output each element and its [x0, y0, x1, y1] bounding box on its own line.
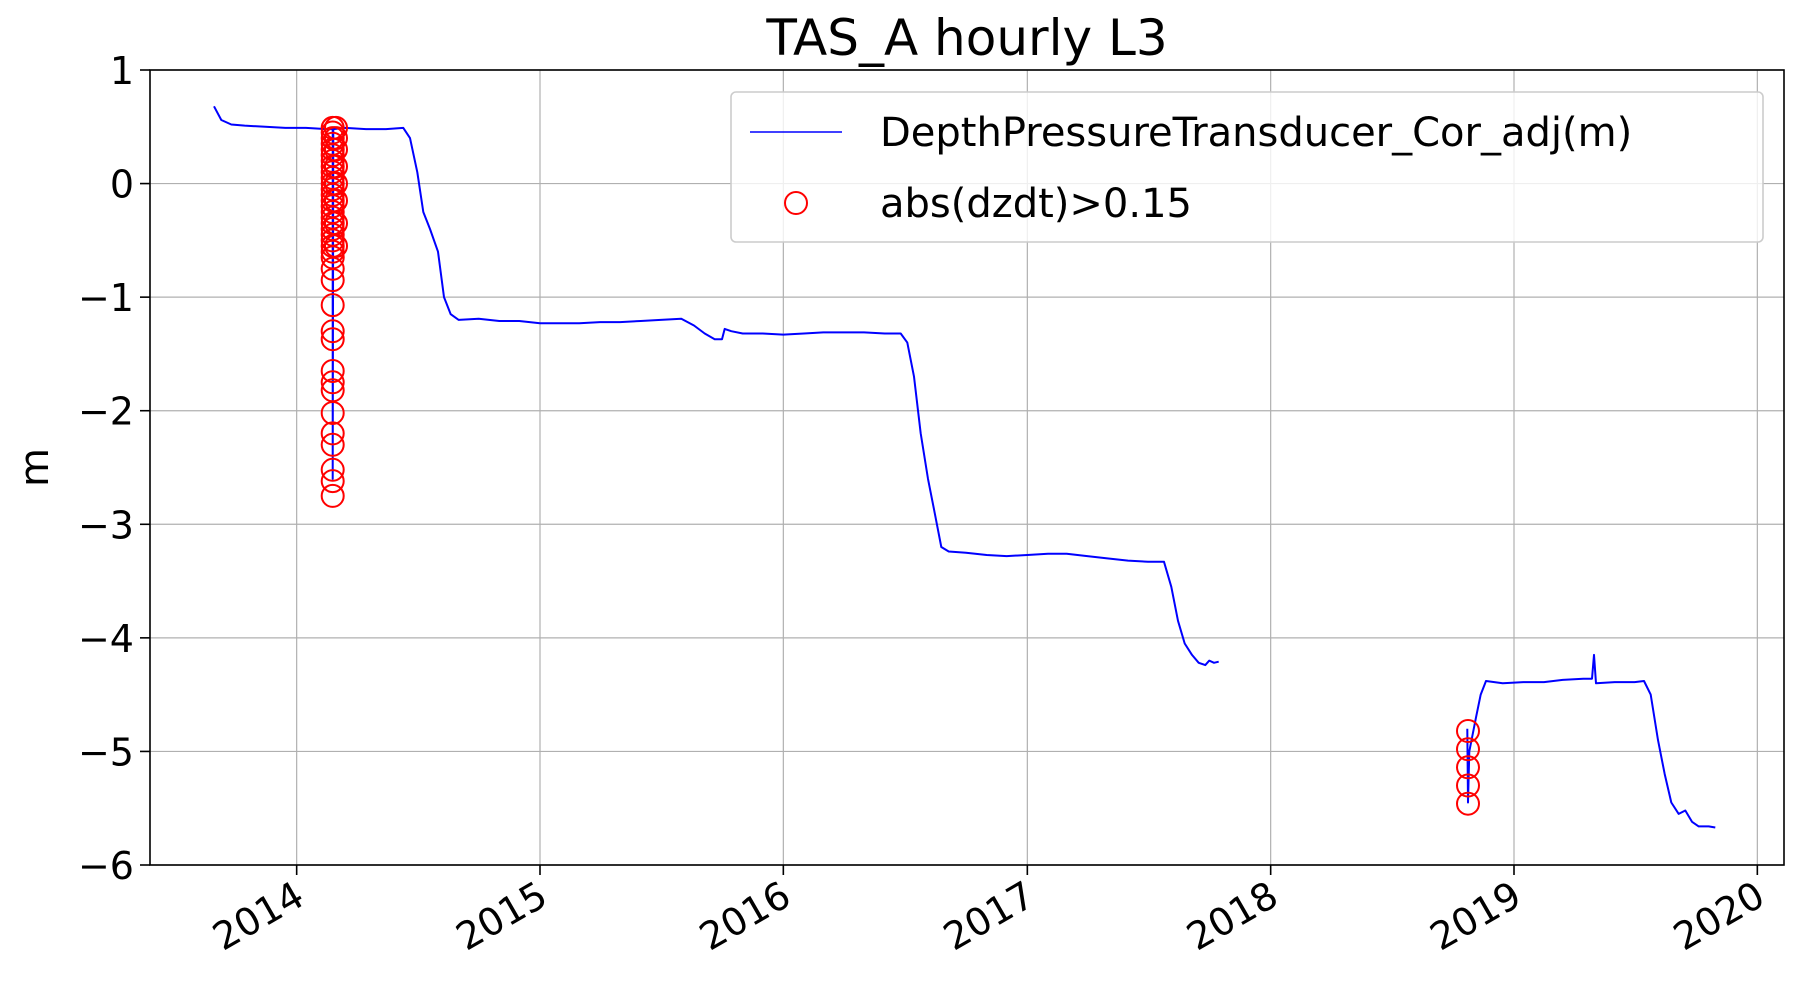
flag-marker [320, 457, 345, 482]
y-tick-label: −4 [78, 617, 134, 661]
flag-marker [320, 432, 345, 457]
legend-marker-swatch [784, 191, 808, 215]
chart-title: TAS_A hourly L3 [765, 9, 1167, 67]
flag-marker [320, 228, 345, 253]
flag-marker [320, 359, 345, 383]
marker-layer [320, 115, 1480, 816]
y-tick-label: −6 [78, 844, 134, 888]
flag-marker [320, 319, 345, 344]
flag-marker [1456, 773, 1480, 798]
y-tick-label: −2 [78, 390, 134, 434]
y-tick-label: −1 [78, 276, 134, 320]
y-tick-label: −5 [78, 730, 134, 774]
series-line-segment [1466, 653, 1716, 829]
flag-marker [320, 256, 345, 281]
series-line-segment [213, 105, 1219, 667]
flag-marker [320, 483, 345, 508]
flag-marker [1456, 791, 1480, 816]
flag-marker [324, 137, 348, 162]
flag-marker [324, 126, 348, 151]
flag-marker [320, 421, 345, 446]
flag-marker [324, 171, 348, 196]
y-tick-label: −3 [78, 503, 134, 547]
flag-marker [324, 234, 348, 258]
flag-marker [1456, 737, 1480, 762]
y-tick-label: 1 [110, 49, 134, 93]
flag-marker [320, 401, 345, 425]
plot-frame [149, 69, 1785, 866]
legend-line-label: DepthPressureTransducer_Cor_adj(m) [880, 110, 1632, 156]
y-tick-label: 0 [110, 163, 134, 207]
legend-marker-label: abs(dzdt)>0.15 [880, 181, 1192, 227]
flag-marker [320, 268, 345, 293]
flag-marker [320, 469, 345, 494]
flag-marker [320, 239, 345, 264]
series-line-layer [213, 105, 1716, 829]
legend-box [730, 91, 1764, 243]
flag-marker [1456, 755, 1480, 780]
flag-marker [320, 293, 345, 318]
flag-marker [320, 327, 345, 352]
flag-marker [324, 154, 348, 179]
legend: DepthPressureTransducer_Cor_adj(m) abs(d… [730, 91, 1764, 243]
y-axis-label: m [12, 448, 58, 487]
flag-marker [1456, 719, 1480, 743]
flag-marker [320, 370, 345, 395]
